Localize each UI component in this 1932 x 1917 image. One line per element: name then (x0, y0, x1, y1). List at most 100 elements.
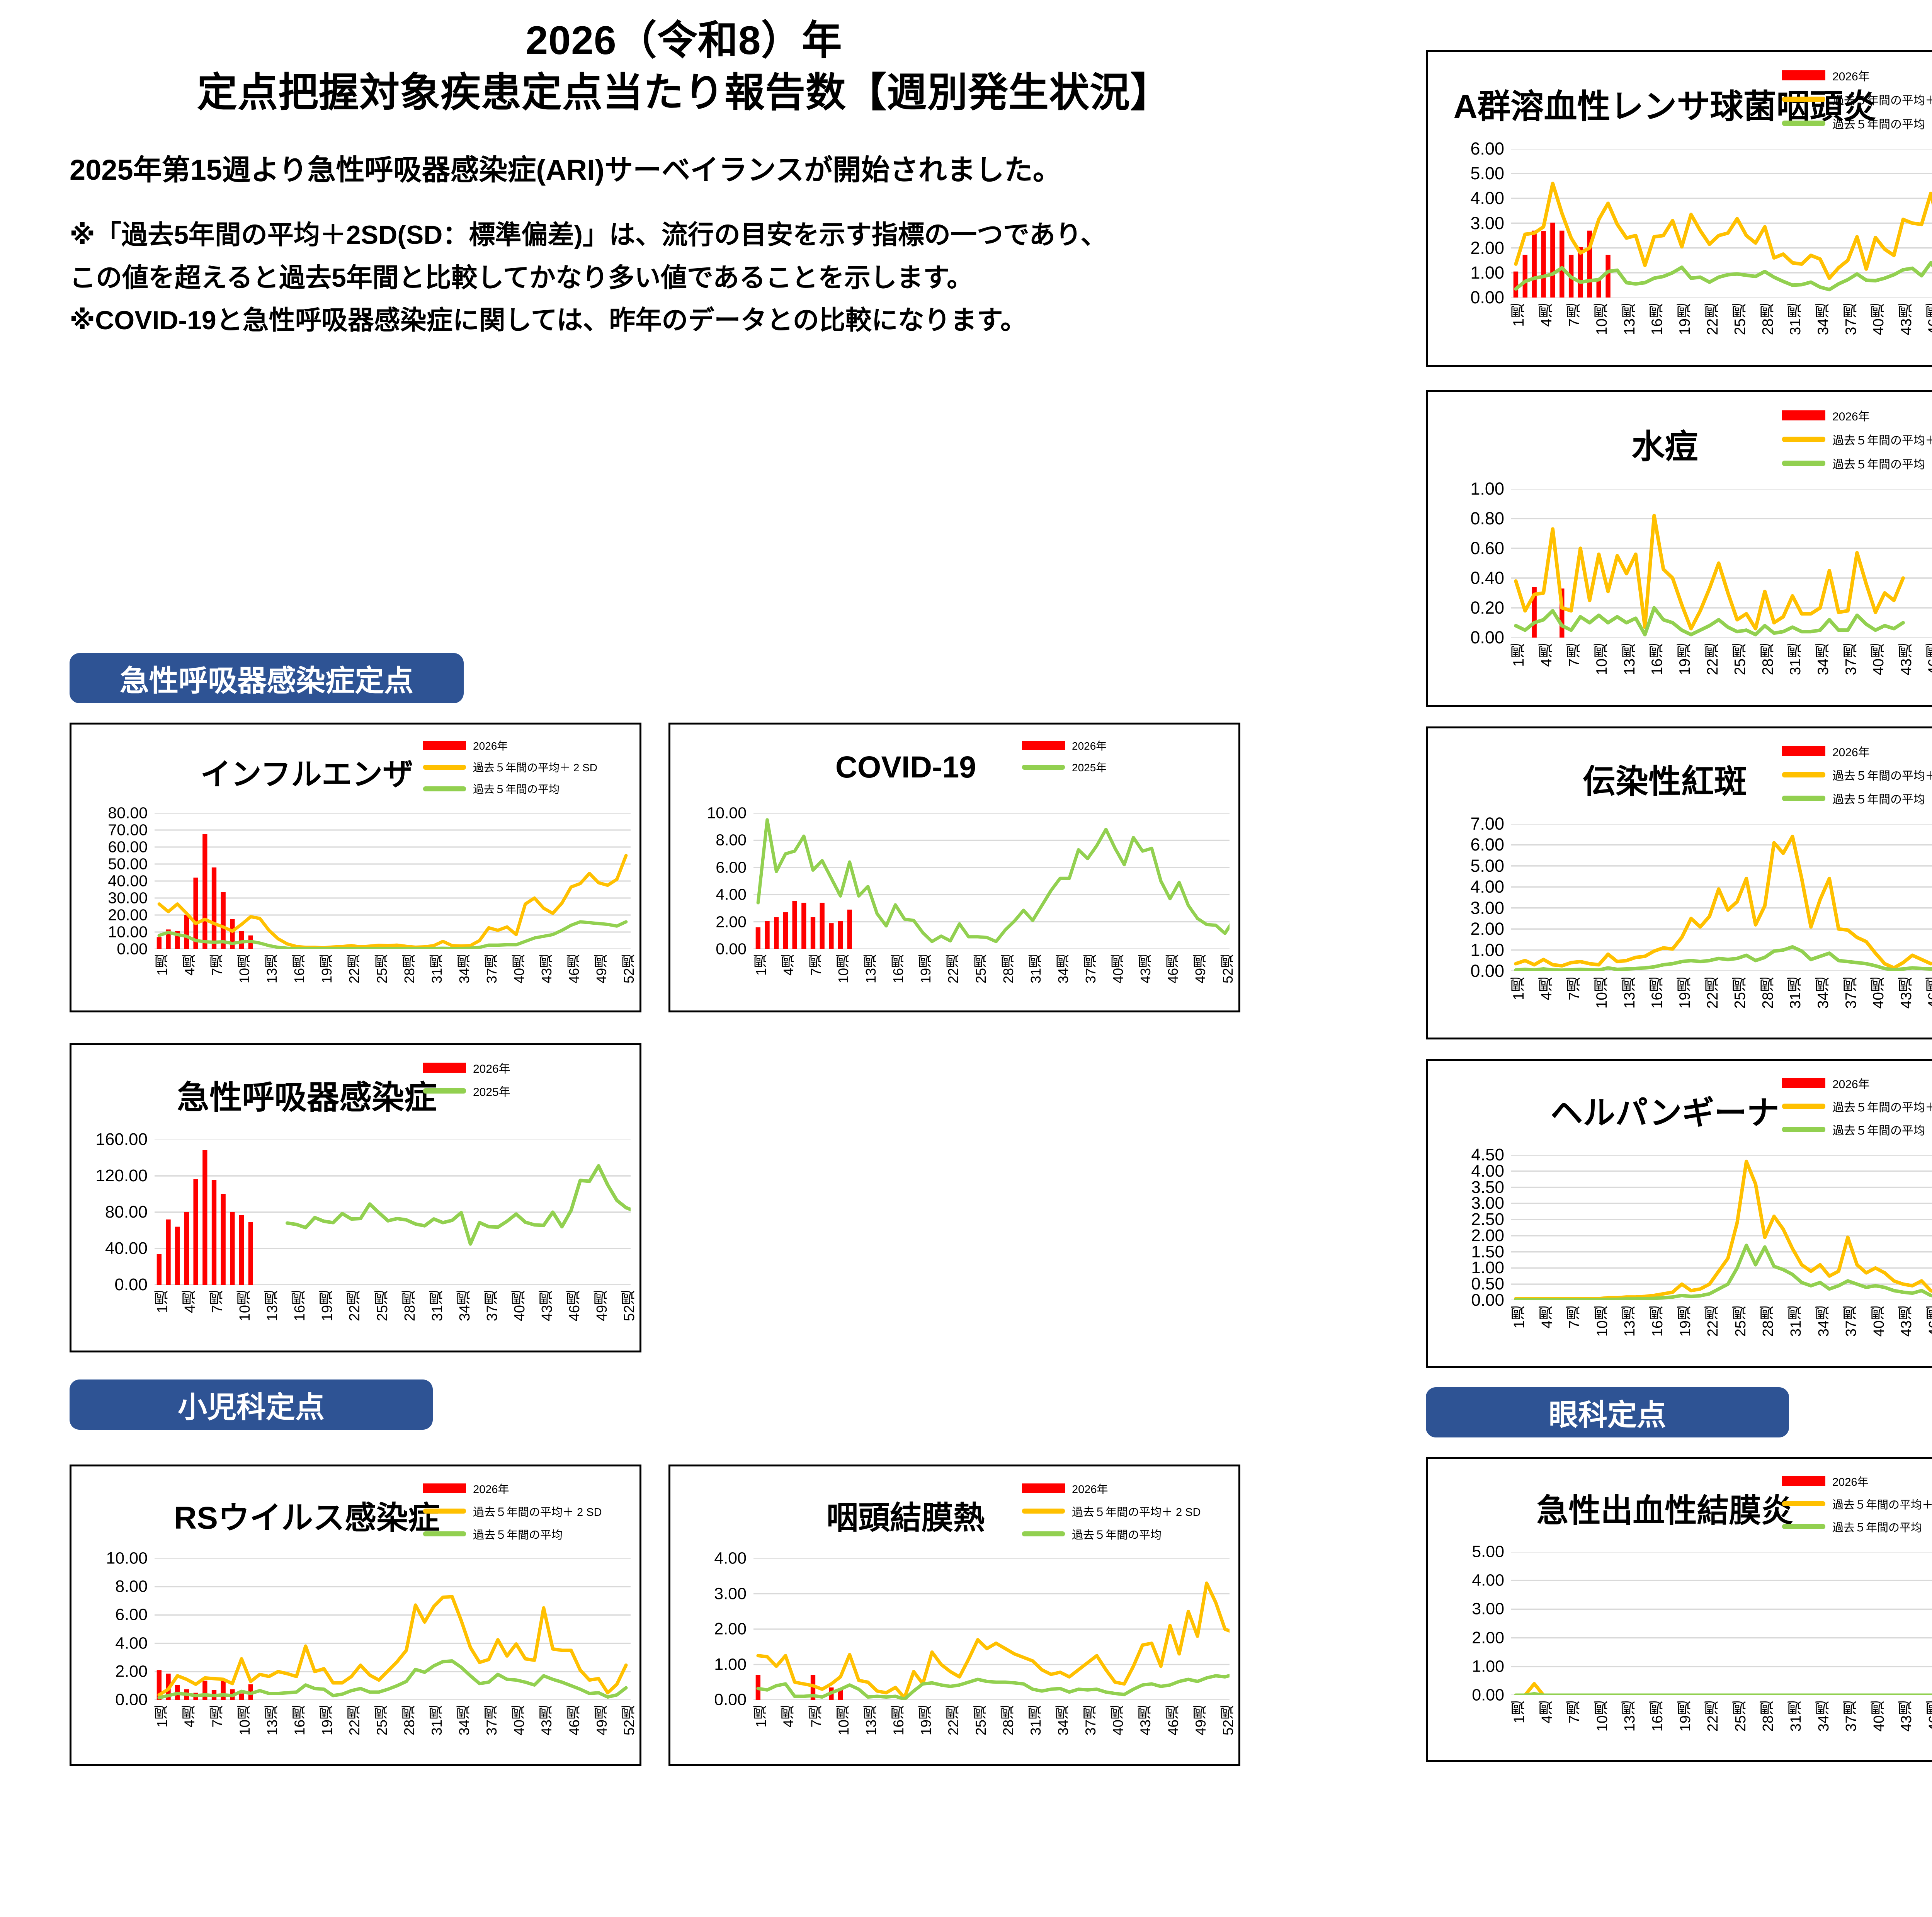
x-tick-label: 4週 (1539, 1701, 1555, 1724)
legend-item-line-2025: 2025年 (423, 1079, 629, 1102)
y-tick-label: 0.20 (1470, 598, 1504, 617)
legend-swatch-avg-plus-2sd (423, 764, 466, 770)
x-tick-label: 37週 (1842, 643, 1859, 675)
x-axis-labels: 1週 4週 7週 10週 13週 16週 19週 22週 25週 28週 31週 34週 37週 40週 4… (154, 1705, 637, 1764)
x-tick-label: 10週 (236, 954, 253, 984)
x-tick-label: 7週 (209, 954, 225, 976)
x-tick-label: 31週 (1027, 954, 1044, 984)
series-line (1514, 835, 1932, 970)
legend-swatch-avg-5y (1782, 795, 1825, 801)
x-tick-label: 52週 (621, 954, 637, 984)
x-tick-label: 22週 (945, 954, 961, 984)
y-tick-label: 3.00 (714, 1584, 747, 1603)
x-axis-labels: 1週 4週 7週 10週 13週 16週 19週 22週 25週 28週 31週 34週 37週 40週 4… (155, 1290, 638, 1351)
x-tick-label: 25週 (1732, 303, 1749, 335)
y-tick-label: 70.00 (108, 821, 148, 839)
note-line-2: この値を超えると過去5年間と比較してかなり多い値であることを示します。 (70, 263, 973, 293)
x-tick-label: 34週 (1815, 643, 1832, 675)
x-tick-label: 16週 (291, 1705, 308, 1736)
y-tick-label: 2.00 (1470, 238, 1504, 258)
chart-legend: 2026年過去５年間の平均＋ 2 SD 過去５年間の平均 (423, 1477, 629, 1545)
x-tick-label: 25週 (1732, 1701, 1749, 1732)
x-tick-label: 46週 (1925, 303, 1932, 335)
x-tick-label: 40週 (511, 954, 527, 984)
y-tick-label: 1.00 (1470, 479, 1504, 498)
legend-swatch-avg-plus-2sd (1022, 1509, 1065, 1514)
y-axis-labels: 0.00 1.00 2.00 3.00 4.00 5.00 6.00 7.00 (1428, 814, 1504, 981)
plot-area (155, 813, 631, 949)
legend-swatch-bar-2026 (1022, 1483, 1065, 1493)
x-tick-label: 28週 (401, 1705, 417, 1736)
plot-area (1511, 824, 1932, 971)
x-tick-label: 43週 (538, 954, 554, 984)
x-tick-label: 22週 (347, 1290, 363, 1322)
legend-item-avg-5y: 過去５年間の平均 (423, 778, 629, 799)
y-axis-labels: 0.00 1.00 2.00 3.00 4.00 5.00 (1428, 1543, 1504, 1704)
x-tick-label: 10週 (835, 1705, 852, 1736)
series-line (1514, 1243, 1932, 1300)
x-tick-label: 19週 (1677, 303, 1693, 335)
legend-item-bars-2026: 2026年 (1782, 1072, 1932, 1095)
chart-card-covid19: COVID-19 2026年 2025年 0.00 2.00 4.00 6.00 8.00 10… (668, 723, 1240, 1012)
series-bars-2026 (156, 1150, 253, 1285)
series-line (756, 1581, 1230, 1699)
y-tick-label: 0.80 (1470, 509, 1504, 528)
x-tick-label: 34週 (456, 1290, 473, 1322)
x-tick-label: 49週 (594, 1705, 610, 1736)
x-tick-label: 13週 (264, 954, 280, 984)
x-tick-label: 28週 (1760, 1701, 1777, 1732)
x-tick-label: 52週 (621, 1705, 637, 1736)
x-tick-label: 34週 (1055, 954, 1071, 984)
x-axis-labels: 1週 4週 7週 10週 13週 16週 19週 22週 25週 28週 31週 34週 37週 40週 4… (154, 954, 637, 1010)
x-tick-label: 49週 (1192, 954, 1209, 984)
x-tick-label: 4週 (780, 954, 796, 976)
x-tick-label: 34週 (1815, 977, 1832, 1009)
y-tick-label: 80.00 (108, 804, 148, 822)
legend-label: 過去５年間の平均 (473, 1529, 563, 1541)
legend-item-bars-2026: 2026年 (1782, 63, 1932, 87)
y-tick-label: 2.50 (1471, 1210, 1504, 1229)
y-tick-label: 4.00 (716, 885, 747, 903)
y-tick-label: 60.00 (108, 838, 148, 856)
x-tick-label: 1週 (1510, 303, 1527, 327)
y-tick-label: 2.00 (1471, 1226, 1504, 1245)
x-tick-label: 52週 (621, 1290, 638, 1322)
y-axis-labels: 0.00 1.00 2.00 3.00 4.00 5.00 6.00 (1428, 139, 1504, 307)
x-tick-label: 28週 (1000, 954, 1016, 984)
y-axis-labels: 0.00 40.00 80.00 120.00 160.00 (71, 1130, 148, 1294)
note-line-1: ※「過去5年間の平均＋2SD(SD：標準偏差)」は、流行の目安を示す指標の一つで… (70, 220, 1107, 250)
legend-swatch-bar-2026 (1782, 70, 1825, 80)
legend-item-avg-plus-2sd: 過去５年間の平均＋ 2 SD (1782, 763, 1932, 786)
y-tick-label: 3.50 (1471, 1177, 1504, 1197)
x-tick-label: 40週 (1110, 1705, 1126, 1736)
x-tick-label: 46週 (566, 954, 582, 984)
y-tick-label: 0.00 (117, 940, 148, 958)
y-axis-labels: 0.00 0.20 0.40 0.60 0.80 1.00 (1428, 479, 1504, 647)
y-tick-label: 4.00 (1470, 877, 1504, 897)
x-tick-label: 31週 (1787, 1306, 1804, 1337)
plot-area (1511, 1155, 1932, 1300)
y-tick-label: 6.00 (1470, 139, 1504, 158)
legend-label: 2026年 (1072, 740, 1107, 752)
x-tick-label: 1週 (1511, 1701, 1527, 1724)
x-tick-label: 4週 (781, 1705, 797, 1728)
y-tick-label: 0.00 (1471, 1291, 1504, 1310)
legend-swatch-avg-plus-2sd (1782, 1501, 1825, 1506)
x-tick-label: 19週 (319, 954, 335, 984)
x-tick-label: 22週 (1705, 1306, 1721, 1337)
y-tick-label: 3.00 (1470, 898, 1504, 918)
x-tick-label: 16週 (890, 954, 906, 984)
x-tick-label: 13週 (863, 1705, 879, 1736)
x-tick-label: 1週 (1510, 643, 1527, 667)
x-tick-label: 19週 (1677, 1306, 1694, 1337)
x-tick-label: 31週 (1787, 303, 1804, 335)
x-axis-labels: 1週 4週 7週 10週 13週 16週 19週 22週 25週 28週 31週 34週 37週 40週 4… (1510, 977, 1932, 1038)
x-tick-label: 1週 (753, 1705, 769, 1728)
legend-item-avg-plus-2sd: 過去５年間の平均＋ 2 SD (1782, 1095, 1932, 1118)
legend-item-avg-plus-2sd: 過去５年間の平均＋ 2 SD (423, 756, 629, 778)
legend-swatch-avg-5y (1782, 1127, 1825, 1132)
legend-swatch-avg-plus-2sd (423, 1509, 466, 1514)
x-tick-label: 31週 (429, 1705, 445, 1736)
x-tick-label: 43週 (1898, 977, 1915, 1009)
legend-item-bars-2026: 2026年 (1782, 403, 1932, 427)
